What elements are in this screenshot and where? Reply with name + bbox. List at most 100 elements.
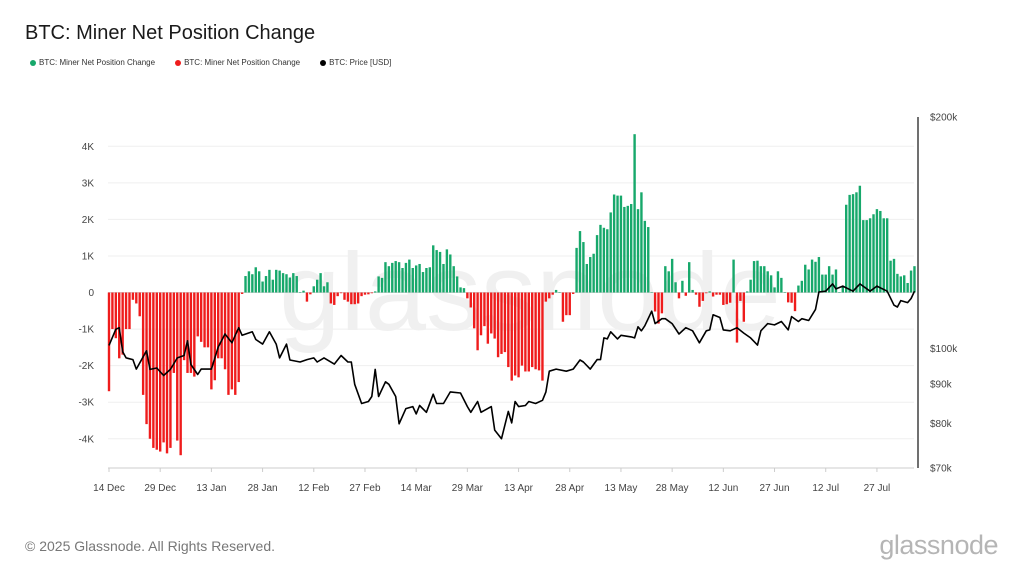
bar-positive	[315, 279, 319, 293]
x-tick-label: 28 Jan	[248, 483, 278, 494]
bar-positive	[913, 266, 916, 293]
legend-item-inflow[interactable]: BTC: Miner Net Position Change	[30, 58, 155, 67]
bar-positive	[384, 262, 387, 293]
bar-positive	[841, 286, 844, 293]
price-line	[108, 283, 916, 440]
bar-positive	[582, 242, 585, 293]
legend-label: BTC: Miner Net Position Change	[184, 58, 301, 67]
bar-negative	[240, 292, 244, 294]
y-left-tick-label: 2K	[82, 215, 95, 226]
bar-positive	[670, 258, 674, 293]
bar-negative	[739, 292, 742, 301]
legend-dot-green	[30, 59, 36, 66]
bar-positive	[629, 204, 633, 293]
y-left-tick-label: -2K	[78, 361, 94, 372]
bar-negative	[722, 292, 725, 305]
bar-positive	[821, 274, 824, 293]
bar-positive	[418, 263, 421, 293]
bar-positive	[899, 276, 903, 293]
bar-negative	[138, 292, 141, 317]
bar-negative	[548, 292, 551, 299]
y-right-tick-label: $100k	[930, 344, 958, 355]
bar-negative	[524, 292, 527, 372]
bar-positive	[319, 273, 322, 293]
bar-positive	[261, 281, 264, 293]
bar-negative	[561, 292, 565, 322]
bar-negative	[568, 292, 571, 316]
bar-positive	[374, 291, 377, 293]
bar-positive	[264, 276, 268, 293]
bar-negative	[121, 292, 124, 355]
legend-item-outflow[interactable]: BTC: Miner Net Position Change	[175, 58, 300, 67]
bar-positive	[459, 287, 462, 293]
bar-negative	[483, 292, 486, 327]
bar-positive	[756, 260, 759, 293]
bar-positive	[896, 273, 899, 293]
bar-positive	[404, 262, 408, 293]
bar-positive	[578, 231, 582, 293]
bar-negative	[544, 292, 548, 302]
y-right-tick-label: $90k	[930, 379, 953, 390]
bar-negative	[694, 292, 698, 295]
bar-negative	[182, 292, 186, 361]
bar-positive	[643, 220, 647, 293]
x-tick-label: 12 Jun	[708, 483, 738, 494]
bar-negative	[496, 292, 500, 358]
bar-negative	[141, 292, 145, 395]
bar-positive	[609, 212, 612, 293]
bar-positive	[595, 235, 599, 293]
bar-positive	[848, 194, 851, 293]
bar-negative	[684, 292, 687, 296]
bar-negative	[493, 292, 496, 339]
bar-positive	[862, 220, 865, 293]
bar-negative	[715, 292, 718, 295]
bar-negative	[206, 292, 210, 348]
legend: BTC: Miner Net Position Change BTC: Mine…	[30, 58, 391, 67]
bar-negative	[534, 292, 537, 370]
bar-positive	[909, 270, 913, 293]
bar-positive	[394, 261, 397, 293]
bar-positive	[397, 262, 401, 293]
bar-positive	[872, 214, 875, 293]
bar-negative	[196, 292, 199, 337]
bar-negative	[179, 292, 182, 456]
bar-negative	[111, 292, 114, 330]
bar-positive	[589, 257, 592, 293]
bar-negative	[213, 292, 217, 381]
bar-positive	[732, 259, 735, 293]
y-right-tick-label: $200k	[930, 113, 958, 124]
bar-positive	[865, 220, 868, 293]
bar-positive	[445, 249, 449, 293]
bar-positive	[275, 269, 278, 293]
bar-positive	[780, 277, 783, 293]
bar-positive	[906, 282, 909, 293]
bar-negative	[360, 292, 363, 297]
bar-positive	[868, 218, 872, 293]
bar-positive	[612, 194, 616, 293]
bar-negative	[128, 292, 131, 330]
x-tick-label: 29 Mar	[452, 483, 484, 494]
bar-positive	[824, 274, 827, 293]
bar-positive	[640, 192, 643, 293]
bar-negative	[479, 292, 483, 336]
bar-positive	[558, 292, 561, 293]
bar-negative	[725, 292, 728, 305]
legend-item-price[interactable]: BTC: Price [USD]	[320, 58, 391, 67]
bar-positive	[401, 268, 404, 293]
bar-positive	[606, 229, 609, 293]
bar-negative	[305, 292, 309, 302]
bar-negative	[227, 292, 230, 395]
bar-positive	[838, 292, 841, 293]
bar-positive	[800, 280, 804, 293]
bar-positive	[889, 260, 892, 293]
bar-negative	[176, 292, 179, 441]
bar-positive	[411, 268, 414, 293]
bar-positive	[834, 269, 838, 293]
bar-positive	[647, 227, 650, 293]
bar-positive	[681, 280, 684, 293]
bar-negative	[118, 292, 121, 359]
y-right-tick-label: $80k	[930, 419, 953, 430]
bar-positive	[691, 289, 694, 293]
bar-positive	[752, 261, 756, 293]
